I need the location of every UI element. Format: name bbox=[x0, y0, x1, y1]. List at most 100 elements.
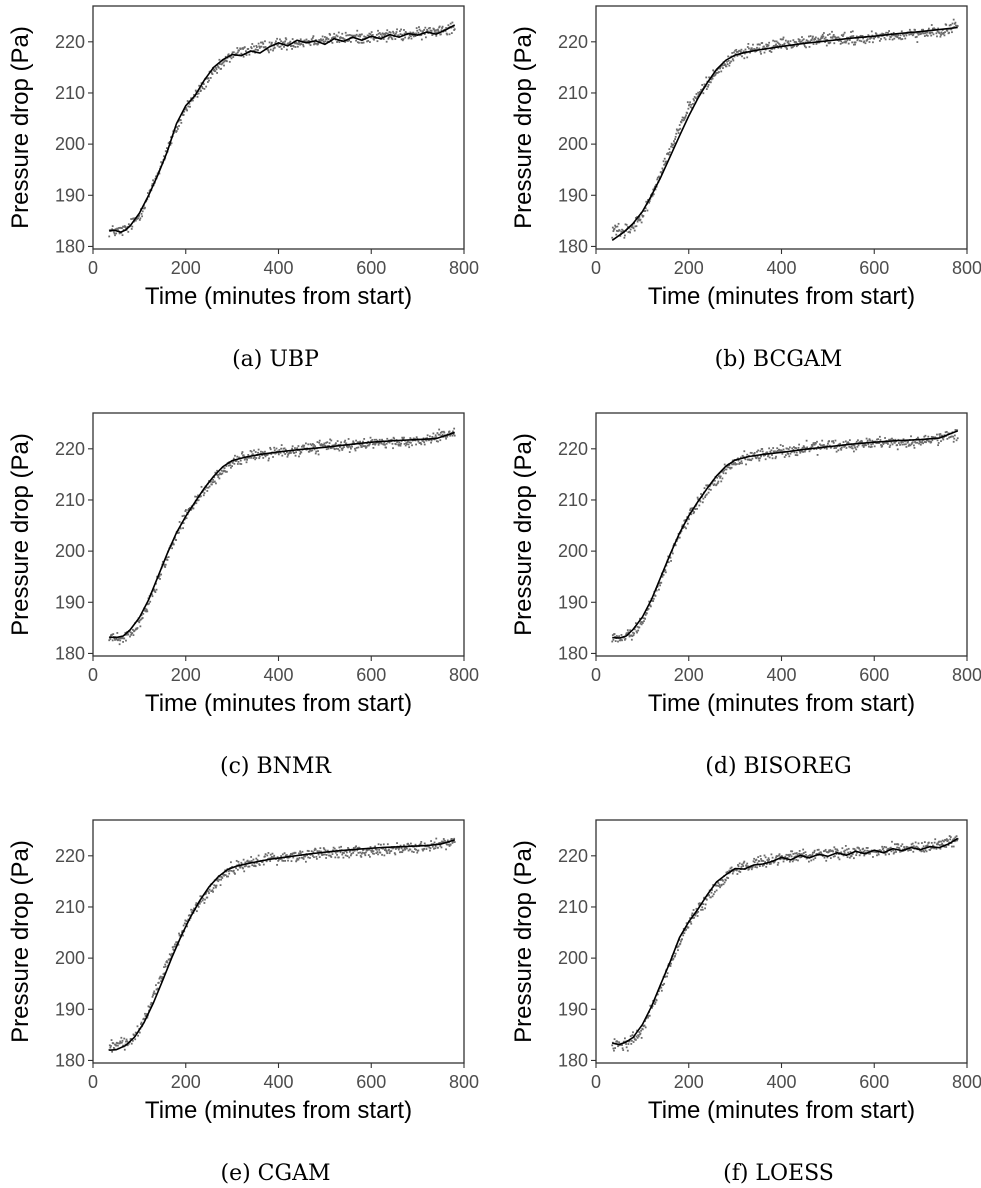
observation-point bbox=[768, 41, 771, 44]
observation-point bbox=[735, 48, 738, 51]
observation-point bbox=[276, 37, 278, 40]
y-tick-label: 180 bbox=[55, 643, 85, 663]
observation-point bbox=[194, 904, 197, 906]
observation-point bbox=[890, 441, 893, 444]
observation-point bbox=[698, 504, 701, 507]
observation-point bbox=[621, 639, 623, 642]
observation-point bbox=[298, 857, 301, 859]
observation-point bbox=[634, 622, 637, 625]
observation-point bbox=[778, 42, 780, 45]
observation-point bbox=[439, 841, 442, 844]
observation-point bbox=[866, 38, 869, 41]
observation-point bbox=[948, 31, 950, 34]
observation-point bbox=[611, 1044, 614, 1047]
observation-point bbox=[912, 845, 915, 848]
observation-point bbox=[132, 217, 135, 220]
observation-point bbox=[933, 847, 935, 850]
observation-point bbox=[433, 29, 436, 32]
observation-point bbox=[625, 1046, 628, 1049]
observation-point bbox=[674, 952, 677, 955]
observation-point bbox=[767, 860, 769, 862]
x-tick-label: 0 bbox=[591, 258, 601, 278]
observation-point bbox=[255, 44, 258, 47]
observation-point bbox=[658, 582, 661, 585]
observation-point bbox=[804, 41, 807, 44]
observation-point bbox=[631, 224, 634, 227]
observation-point bbox=[154, 591, 157, 593]
observation-point bbox=[390, 36, 393, 39]
observation-point bbox=[386, 32, 389, 35]
observation-point bbox=[892, 34, 895, 37]
observation-point bbox=[889, 846, 892, 849]
observation-point bbox=[370, 849, 372, 852]
observation-point bbox=[814, 857, 817, 859]
observation-point bbox=[310, 850, 313, 853]
observation-point bbox=[431, 436, 434, 439]
observation-point bbox=[622, 1049, 625, 1051]
observation-point bbox=[912, 850, 915, 853]
observation-point bbox=[431, 845, 434, 848]
observation-point bbox=[158, 172, 161, 175]
observation-point bbox=[330, 856, 333, 858]
observation-point bbox=[632, 631, 634, 634]
observation-point bbox=[927, 27, 930, 30]
observation-point bbox=[364, 854, 367, 857]
observation-point bbox=[132, 634, 135, 637]
observation-point bbox=[188, 102, 191, 105]
observation-point bbox=[146, 610, 149, 613]
observation-point bbox=[619, 235, 622, 237]
observation-point bbox=[827, 442, 829, 445]
observation-point bbox=[332, 36, 335, 39]
observation-point bbox=[362, 41, 365, 44]
observation-point bbox=[409, 437, 412, 440]
observation-point bbox=[843, 850, 845, 853]
observation-point bbox=[174, 945, 177, 948]
observation-point bbox=[823, 444, 825, 446]
observation-point bbox=[746, 453, 749, 456]
observation-point bbox=[710, 891, 713, 894]
observation-point bbox=[335, 442, 337, 445]
observation-point bbox=[908, 849, 911, 852]
observation-point bbox=[832, 855, 835, 858]
observation-point bbox=[698, 92, 701, 95]
observation-point bbox=[306, 854, 308, 857]
observation-point bbox=[696, 915, 699, 917]
observation-point bbox=[867, 443, 870, 446]
observation-point bbox=[951, 845, 953, 848]
observation-point bbox=[885, 442, 888, 444]
observation-point bbox=[733, 463, 735, 466]
observation-point bbox=[895, 843, 898, 846]
observation-point bbox=[226, 470, 228, 473]
observation-point bbox=[913, 446, 916, 449]
observation-point bbox=[781, 452, 784, 455]
observation-point bbox=[626, 629, 629, 632]
observation-point bbox=[853, 848, 856, 850]
observation-point bbox=[423, 842, 426, 845]
observation-point bbox=[746, 865, 749, 868]
observation-point bbox=[700, 908, 702, 911]
observation-point bbox=[817, 445, 820, 448]
observation-point bbox=[369, 442, 371, 445]
observation-point bbox=[370, 31, 373, 33]
y-tick-label: 180 bbox=[55, 1050, 85, 1070]
observation-point bbox=[169, 957, 172, 960]
observation-point bbox=[739, 462, 742, 465]
observation-point bbox=[634, 225, 637, 228]
observation-point bbox=[273, 446, 276, 449]
observation-points bbox=[108, 427, 456, 646]
observation-point bbox=[852, 35, 855, 37]
observation-point bbox=[934, 436, 937, 439]
observation-point bbox=[435, 34, 438, 37]
observation-point bbox=[630, 1039, 633, 1042]
observation-point bbox=[848, 856, 851, 859]
observation-point bbox=[368, 443, 371, 446]
observation-point bbox=[944, 431, 947, 434]
observation-point bbox=[292, 450, 295, 453]
y-tick-label: 190 bbox=[55, 999, 85, 1019]
observation-point bbox=[247, 453, 250, 456]
observation-point bbox=[289, 854, 292, 857]
observation-point bbox=[862, 850, 865, 853]
observation-point bbox=[815, 448, 818, 450]
observation-point bbox=[887, 31, 889, 34]
